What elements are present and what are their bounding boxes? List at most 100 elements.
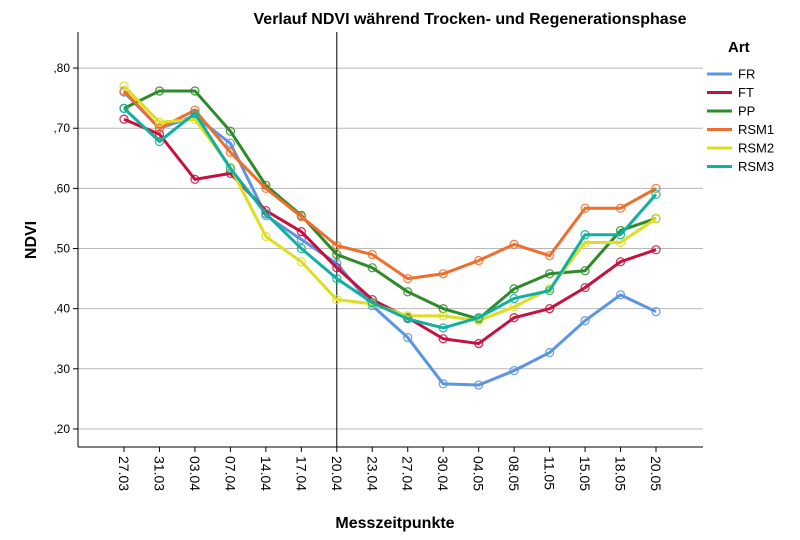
data-point-pp-12 [544,269,555,279]
series-line-rsm1 [122,89,657,281]
legend: Art FR FT PP RSM1 RSM2 RSM3 [707,39,774,174]
x-tick-label-0: 27.03 [116,456,132,491]
data-point-rsm3-4 [261,208,271,219]
y-tick-label-5: ,70 [53,121,70,135]
legend-label-fr: FR [738,67,755,82]
x-tick-label-12: 11.05 [542,456,558,490]
x-axis-label: Messzeitpunkte [335,515,454,532]
x-tick-label-5: 17.04 [293,456,309,491]
data-point-rsm3-1 [154,136,165,147]
legend-label-ft: FT [738,85,754,100]
data-point-rsm1-13 [580,203,590,213]
data-point-rsm1-14 [615,203,626,213]
data-point-rsm2-0 [119,81,129,91]
x-tick-label-9: 30.04 [435,456,451,491]
data-point-rsm1-15 [651,183,661,194]
legend-label-pp: PP [738,104,755,119]
data-point-pp-8 [403,287,413,297]
data-point-rsm3-9 [438,323,448,333]
data-point-rsm1-3 [225,147,236,157]
y-tick-label-0: ,20 [53,422,70,436]
data-point-pp-6 [332,249,342,260]
x-tick-label-4: 14.04 [258,456,274,491]
legend-label-rsm3: RSM3 [738,159,774,174]
legend-label-rsm1: RSM1 [738,122,774,137]
data-point-rsm3-5 [296,243,306,254]
x-tick-label-1: 31.03 [151,456,167,491]
data-point-fr-15 [651,307,661,317]
data-point-rsm3-13 [580,230,590,240]
data-point-fr-13 [580,316,590,326]
x-tick-label-14: 18.05 [613,456,629,491]
y-tick-label-6: ,80 [53,61,70,75]
series-line-fr [122,91,657,387]
data-point-rsm1-6 [332,240,342,251]
data-point-rsm3-11 [509,293,519,304]
x-tick-label-3: 07.04 [222,456,238,491]
data-point-fr-11 [509,365,519,376]
data-point-rsm2-15 [651,213,661,224]
data-point-pp-13 [580,266,590,276]
data-point-rsm2-4 [261,231,271,242]
data-point-rsm1-9 [438,269,448,279]
data-point-fr-10 [474,380,484,390]
data-point-ft-1 [154,129,165,139]
y-tick-label-1: ,30 [53,362,70,376]
data-point-ft-5 [296,227,306,237]
x-tick-label-8: 27.04 [400,456,416,491]
data-point-ft-12 [544,304,555,314]
data-point-rsm3-12 [544,285,555,296]
data-point-rsm3-10 [474,313,484,323]
data-point-rsm3-8 [403,314,413,324]
data-point-fr-9 [438,379,448,389]
data-point-ft-15 [651,245,661,255]
data-point-fr-3 [225,138,236,148]
series-line-pp [123,89,657,321]
x-tick-label-7: 23.04 [364,456,380,491]
data-point-fr-14 [615,290,626,300]
data-point-rsm1-4 [261,183,271,194]
data-point-fr-12 [544,347,555,358]
data-point-pp-7 [367,263,377,273]
data-point-ft-2 [190,174,200,185]
data-point-rsm2-5 [296,257,306,267]
y-tick-label-3: ,50 [53,242,70,256]
x-tick-label-10: 04.05 [471,456,487,491]
data-point-rsm3-7 [367,298,377,308]
legend-label-rsm2: RSM2 [738,141,774,156]
data-point-ft-14 [615,257,626,267]
data-point-pp-9 [438,304,448,314]
data-point-ft-6 [332,263,342,273]
data-point-rsm1-7 [367,249,377,260]
x-tick-label-11: 08.05 [506,456,522,491]
data-point-rsm3-6 [332,273,342,284]
data-point-rsm3-14 [615,230,626,240]
data-point-rsm1-10 [474,255,484,266]
data-point-rsm3-15 [651,189,661,200]
data-point-ft-9 [438,334,448,344]
data-point-rsm2-1 [154,117,165,127]
data-point-rsm2-6 [332,294,342,305]
data-point-pp-2 [190,86,200,96]
data-point-rsm3-0 [119,103,129,114]
data-point-rsm3-2 [190,108,200,118]
legend-title: Art [728,39,750,56]
data-point-rsm2-9 [438,311,448,321]
x-tick-label-2: 03.04 [187,456,203,491]
data-point-fr-8 [403,332,413,343]
x-tick-label-6: 20.04 [329,456,345,491]
data-point-pp-3 [225,126,236,136]
x-tick-label-15: 20.05 [648,456,664,491]
data-point-rsm3-3 [225,163,236,174]
data-point-pp-11 [509,284,519,294]
data-point-rsm1-12 [544,251,555,261]
data-point-ft-13 [580,282,590,293]
plot-area: ,20 ,30 ,40 ,50 ,60 ,70 ,80 27.03 31.03 03.04 07.0… [53,32,703,491]
data-point-ft-10 [474,338,484,349]
y-tick-label-4: ,60 [53,181,70,195]
data-point-ft-0 [119,114,129,124]
data-point-pp-1 [154,86,165,96]
series-line-rsm3 [122,107,658,330]
data-point-rsm1-11 [509,239,519,249]
